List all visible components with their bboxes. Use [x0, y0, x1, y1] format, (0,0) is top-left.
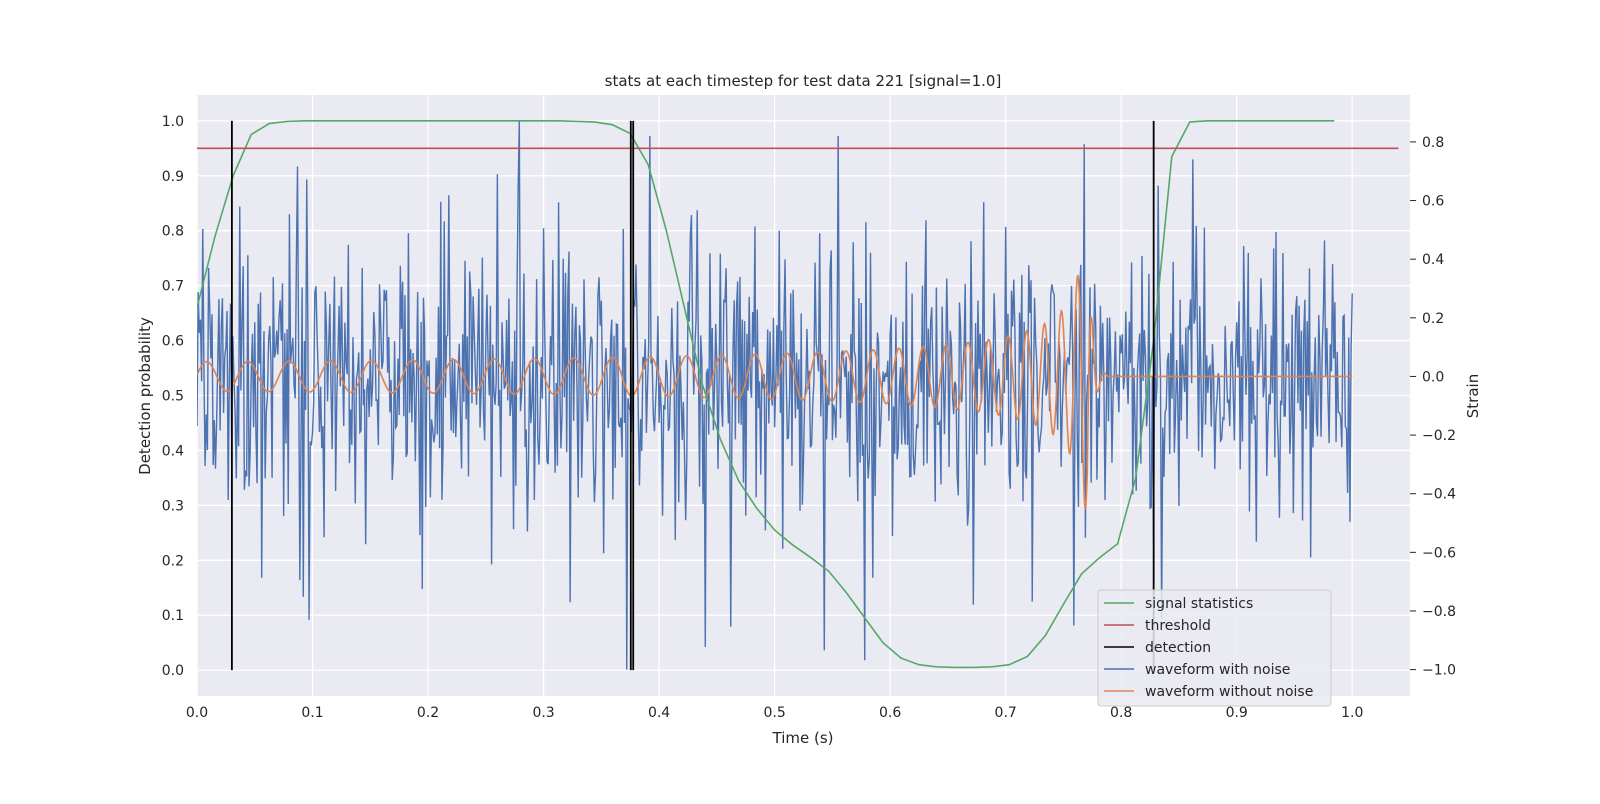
- y-tick-label-right-2: −0.6: [1422, 545, 1456, 561]
- y-tick-label-right-0: −1.0: [1422, 663, 1456, 679]
- y-tick-label-left-5: 0.5: [162, 389, 184, 405]
- x-tick-label-7: 0.7: [995, 705, 1017, 721]
- x-tick-label-1: 0.1: [301, 705, 323, 721]
- y-tick-label-right-5: 0.0: [1422, 369, 1444, 385]
- y-axis-label-right: Strain: [1464, 374, 1482, 418]
- series-waveform-without-noise: [197, 274, 1353, 510]
- legend-label-detection: detection: [1145, 640, 1211, 656]
- x-tick-label-5: 0.5: [763, 705, 785, 721]
- legend-box: [1097, 589, 1332, 707]
- x-tick-label-10: 1.0: [1341, 705, 1363, 721]
- y-tick-label-left-6: 0.6: [162, 334, 184, 350]
- series-layer: [197, 120, 1399, 671]
- grid-lines: [196, 95, 1410, 696]
- y-tick-label-right-7: 0.4: [1422, 252, 1444, 268]
- y-tick-label-right-3: −0.4: [1422, 487, 1456, 503]
- y-tick-label-right-4: −0.2: [1422, 428, 1456, 444]
- y-tick-label-left-1: 0.1: [162, 608, 184, 624]
- legend-label-signal-statistics: signal statistics: [1145, 596, 1253, 612]
- series-waveform-with-noise: [197, 121, 1353, 670]
- series-signal-statistics: [197, 120, 1335, 669]
- x-tick-label-0: 0.0: [186, 705, 208, 721]
- y-tick-label-left-10: 1.0: [162, 114, 184, 130]
- legend-label-threshold: threshold: [1145, 618, 1211, 634]
- y-axis-label-left: Detection probability: [136, 317, 154, 475]
- y-tick-label-right-1: −0.8: [1422, 604, 1456, 620]
- y-tick-label-right-8: 0.6: [1422, 194, 1444, 210]
- y-tick-label-left-9: 0.9: [162, 169, 184, 185]
- x-tick-label-2: 0.2: [417, 705, 439, 721]
- tick-labels: 0.0 0.1 0.2 0.3 0.4 0.5 0.6 0.7 0.8 0.9 1.0 0.0 0.1 0…: [162, 114, 1456, 721]
- y-tick-label-left-8: 0.8: [162, 224, 184, 240]
- x-tick-label-8: 0.8: [1110, 705, 1132, 721]
- x-tick-label-6: 0.6: [879, 705, 901, 721]
- y-tick-label-right-6: 0.2: [1422, 311, 1444, 327]
- y-tick-label-left-2: 0.2: [162, 553, 184, 569]
- chart-title: stats at each timestep for test data 221…: [605, 72, 1002, 90]
- y-tick-label-left-7: 0.7: [162, 279, 184, 295]
- y-tick-label-left-4: 0.4: [162, 443, 184, 459]
- x-tick-label-9: 0.9: [1226, 705, 1248, 721]
- x-tick-label-3: 0.3: [532, 705, 554, 721]
- y-tick-label-left-3: 0.3: [162, 498, 184, 514]
- legend: signal statistics threshold detection wa…: [1097, 589, 1332, 707]
- x-axis-label: Time (s): [772, 729, 834, 747]
- y-tick-label-left-0: 0.0: [162, 663, 184, 679]
- x-tick-label-4: 0.4: [648, 705, 670, 721]
- legend-label-waveform-without-noise: waveform without noise: [1145, 684, 1313, 700]
- legend-label-waveform-with-noise: waveform with noise: [1145, 662, 1290, 678]
- y-tick-label-right-9: 0.8: [1422, 135, 1444, 151]
